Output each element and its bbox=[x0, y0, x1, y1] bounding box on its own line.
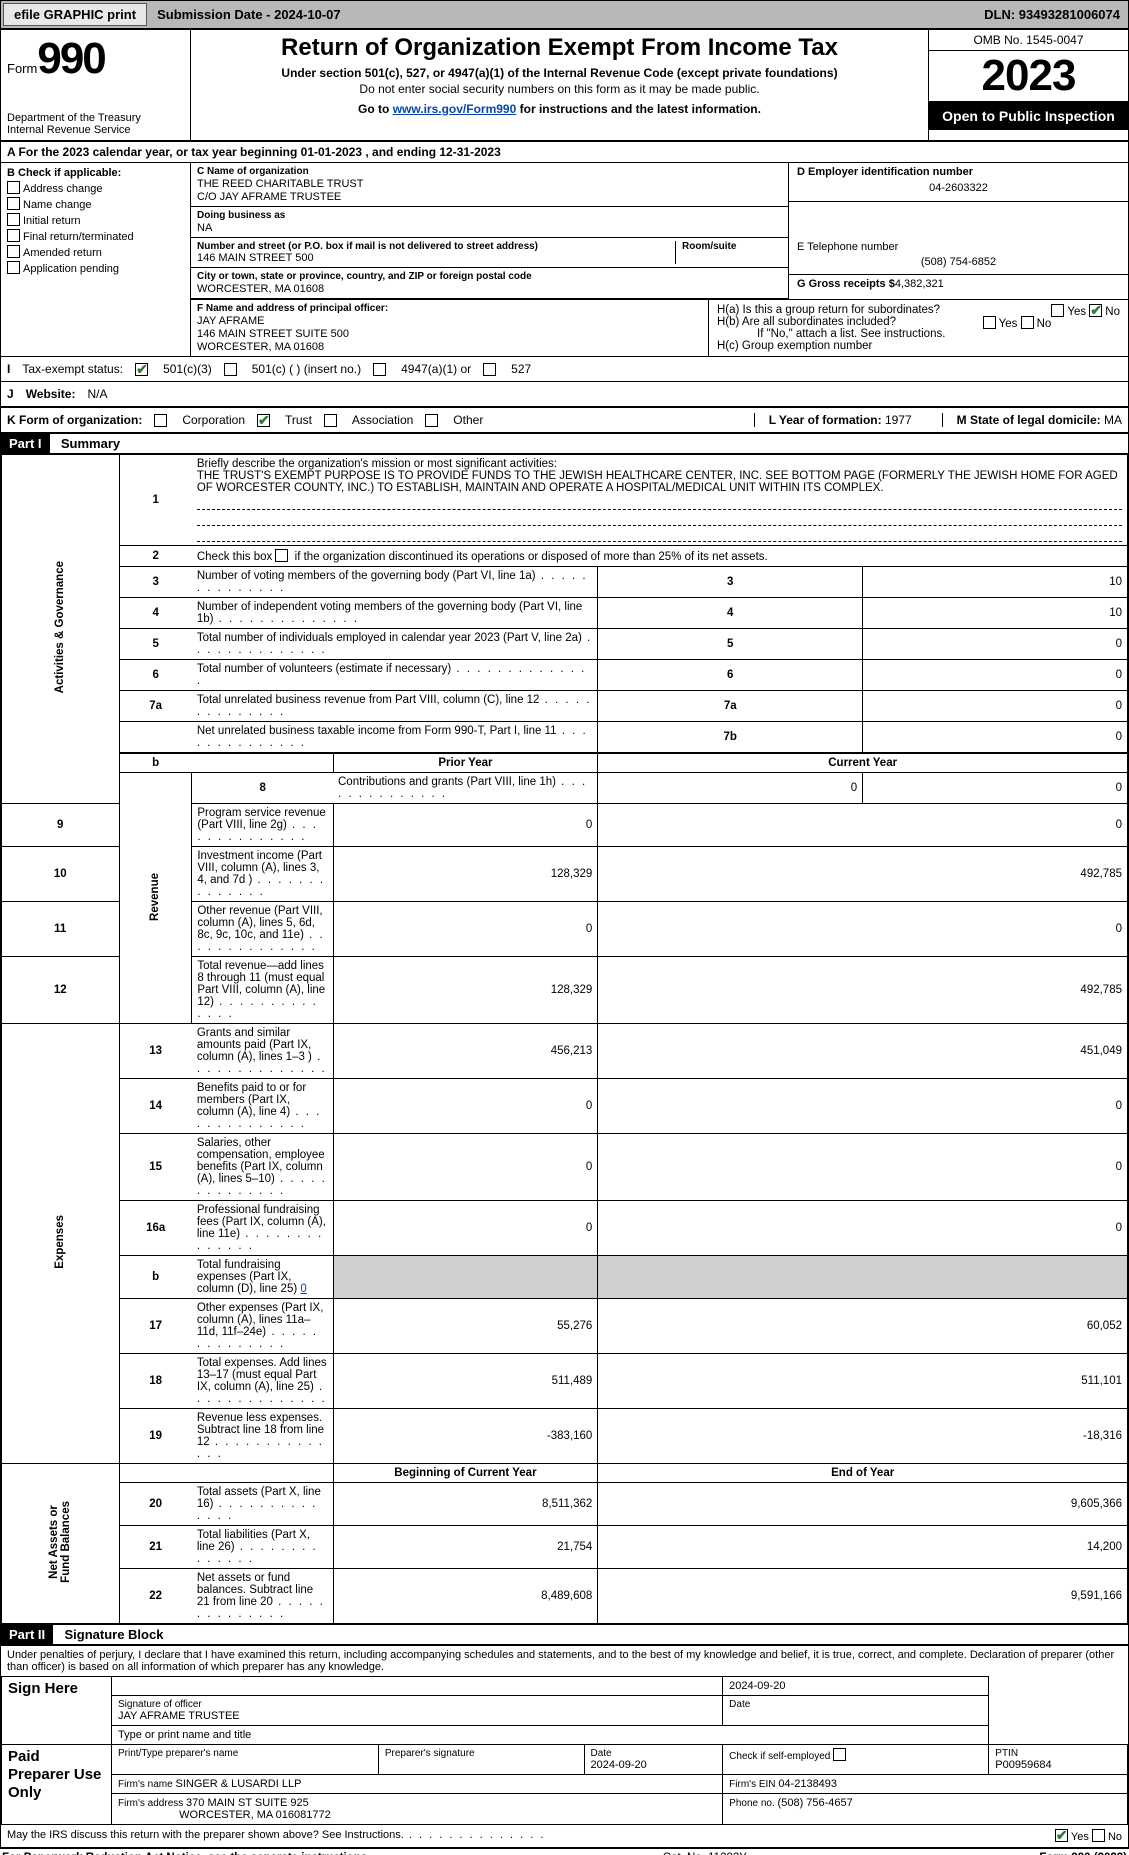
cb-501c3[interactable] bbox=[135, 363, 148, 376]
f-addr2: WORCESTER, MA 01608 bbox=[197, 341, 324, 353]
dept-label: Department of the Treasury Internal Reve… bbox=[7, 112, 184, 136]
sig-officer-lbl: Signature of officer bbox=[118, 1699, 716, 1710]
header-right: OMB No. 1545-0047 2023 Open to Public In… bbox=[928, 30, 1128, 140]
form-word: Form bbox=[7, 61, 37, 76]
c-name: THE REED CHARITABLE TRUST bbox=[197, 178, 363, 190]
g-lbl: G Gross receipts $ bbox=[797, 278, 895, 290]
row-i: ITax-exempt status: 501(c)(3) 501(c) ( )… bbox=[1, 356, 1128, 382]
k-lbl: K Form of organization: bbox=[7, 413, 142, 427]
dln-label: DLN: 93493281006074 bbox=[976, 4, 1128, 25]
street-val: 146 MAIN STREET 500 bbox=[197, 252, 671, 264]
footer-right: Form 990 (2023) bbox=[1039, 1852, 1127, 1855]
cb-trust[interactable] bbox=[257, 414, 270, 427]
f-addr1: 146 MAIN STREET SUITE 500 bbox=[197, 328, 349, 340]
e-lbl: E Telephone number bbox=[797, 241, 1120, 253]
cb-other[interactable] bbox=[425, 414, 438, 427]
e-val: (508) 754-6852 bbox=[797, 253, 1120, 271]
h-a: H(a) Is this a group return for subordin… bbox=[717, 304, 1120, 316]
header-mid: Return of Organization Exempt From Incom… bbox=[191, 30, 928, 140]
dba-val: NA bbox=[197, 222, 212, 234]
d-val: 04-2603322 bbox=[797, 178, 1120, 198]
subtitle-2: Do not enter social security numbers on … bbox=[197, 82, 922, 96]
type-print-lbl: Type or print name and title bbox=[112, 1726, 989, 1745]
block-b-m: B Check if applicable: Address change Na… bbox=[1, 163, 1128, 356]
cb-final[interactable]: Final return/terminated bbox=[7, 229, 184, 243]
cb-name[interactable]: Name change bbox=[7, 197, 184, 211]
f-name: JAY AFRAME bbox=[197, 315, 264, 327]
g-cell: G Gross receipts $4,382,321 bbox=[789, 275, 1128, 293]
perjury-text: Under penalties of perjury, I declare th… bbox=[1, 1645, 1128, 1676]
city-val: WORCESTER, MA 01608 bbox=[197, 283, 324, 295]
part1-row: Part I Summary bbox=[1, 433, 1128, 454]
cb-527[interactable] bbox=[483, 363, 496, 376]
line-a: A For the 2023 calendar year, or tax yea… bbox=[1, 142, 1128, 163]
sig-officer: JAY AFRAME TRUSTEE bbox=[118, 1710, 716, 1722]
sub3-post: for instructions and the latest informat… bbox=[516, 102, 761, 116]
form-frame: Form990 Department of the Treasury Inter… bbox=[0, 29, 1129, 1849]
col-b: B Check if applicable: Address change Na… bbox=[1, 163, 191, 356]
d-cell: D Employer identification number 04-2603… bbox=[789, 163, 1128, 202]
j-val: N/A bbox=[87, 387, 107, 401]
cb-assoc[interactable] bbox=[324, 414, 337, 427]
d-lbl: D Employer identification number bbox=[797, 166, 1120, 178]
submission-date-label: Submission Date - 2024-10-07 bbox=[149, 4, 349, 25]
f-lbl: F Name and address of principal officer: bbox=[197, 303, 388, 314]
street-lbl: Number and street (or P.O. box if mail i… bbox=[197, 241, 671, 252]
part1-bar: Part I bbox=[1, 434, 50, 453]
j-lbl: Website: bbox=[26, 387, 76, 401]
footer: For Paperwork Reduction Act Notice, see … bbox=[0, 1849, 1129, 1855]
sig-date-lbl: Date bbox=[729, 1699, 982, 1710]
instructions-link[interactable]: www.irs.gov/Form990 bbox=[393, 102, 517, 116]
paid-prep-lbl: Paid Preparer Use Only bbox=[2, 1745, 112, 1825]
header-left: Form990 Department of the Treasury Inter… bbox=[1, 30, 191, 140]
b-header: B Check if applicable: bbox=[7, 167, 184, 179]
g-val: 4,382,321 bbox=[895, 278, 944, 290]
efile-button[interactable]: efile GRAPHIC print bbox=[3, 3, 147, 26]
c-name-lbl: C Name of organization bbox=[197, 166, 309, 177]
cb-501c[interactable] bbox=[224, 363, 237, 376]
discuss-row: May the IRS discuss this return with the… bbox=[1, 1825, 1128, 1848]
l-box: L Year of formation: 1977 bbox=[754, 413, 912, 427]
cb-addr[interactable]: Address change bbox=[7, 181, 184, 195]
form-number: 990 bbox=[37, 34, 104, 83]
row-j: JWebsite: N/A bbox=[1, 382, 1128, 407]
col-mid: C Name of organization THE REED CHARITAB… bbox=[191, 163, 1128, 356]
omb-label: OMB No. 1545-0047 bbox=[929, 30, 1128, 51]
i-lbl: Tax-exempt status: bbox=[22, 362, 123, 376]
cb-4947[interactable] bbox=[373, 363, 386, 376]
part2-row: Part II Signature Block bbox=[1, 1624, 1128, 1645]
e-cell: E Telephone number (508) 754-6852 bbox=[789, 238, 1128, 275]
dba-lbl: Doing business as bbox=[197, 210, 285, 221]
subtitle-3: Go to www.irs.gov/Form990 for instructio… bbox=[197, 102, 922, 116]
form-header: Form990 Department of the Treasury Inter… bbox=[1, 30, 1128, 142]
cb-app[interactable]: Application pending bbox=[7, 261, 184, 275]
sign-date: 2024-09-20 bbox=[723, 1677, 989, 1696]
sub3-pre: Go to bbox=[358, 102, 393, 116]
discuss-no[interactable] bbox=[1092, 1829, 1105, 1842]
row-k: K Form of organization: Corporation Trus… bbox=[1, 407, 1128, 433]
c-co: C/O JAY AFRAME TRUSTEE bbox=[197, 191, 341, 203]
signature-table: Sign Here 2024-09-20 Signature of office… bbox=[1, 1676, 1128, 1825]
open-inspection: Open to Public Inspection bbox=[929, 102, 1128, 130]
subtitle-1: Under section 501(c), 527, or 4947(a)(1)… bbox=[197, 66, 922, 80]
cb-init[interactable]: Initial return bbox=[7, 213, 184, 227]
part1-title: Summary bbox=[53, 436, 120, 451]
m-box: M State of legal domicile: MA bbox=[942, 413, 1122, 427]
cb-corp[interactable] bbox=[154, 414, 167, 427]
city-lbl: City or town, state or province, country… bbox=[197, 271, 532, 282]
sign-here-lbl: Sign Here bbox=[2, 1677, 112, 1745]
room-lbl: Room/suite bbox=[682, 241, 782, 252]
discuss-yes[interactable] bbox=[1055, 1829, 1068, 1842]
footer-mid: Cat. No. 11282Y bbox=[663, 1852, 747, 1855]
part2-title: Signature Block bbox=[56, 1627, 163, 1642]
h-note: If "No," attach a list. See instructions… bbox=[717, 328, 1120, 340]
form-title: Return of Organization Exempt From Incom… bbox=[197, 34, 922, 62]
cb-amend[interactable]: Amended return bbox=[7, 245, 184, 259]
topbar: efile GRAPHIC print Submission Date - 20… bbox=[0, 0, 1129, 29]
h-c: H(c) Group exemption number bbox=[717, 340, 1120, 352]
tax-year: 2023 bbox=[929, 51, 1128, 102]
part2-bar: Part II bbox=[1, 1625, 53, 1644]
footer-left: For Paperwork Reduction Act Notice, see … bbox=[2, 1852, 370, 1855]
summary-table: Activities & Governance 1Briefly describ… bbox=[1, 454, 1128, 1624]
